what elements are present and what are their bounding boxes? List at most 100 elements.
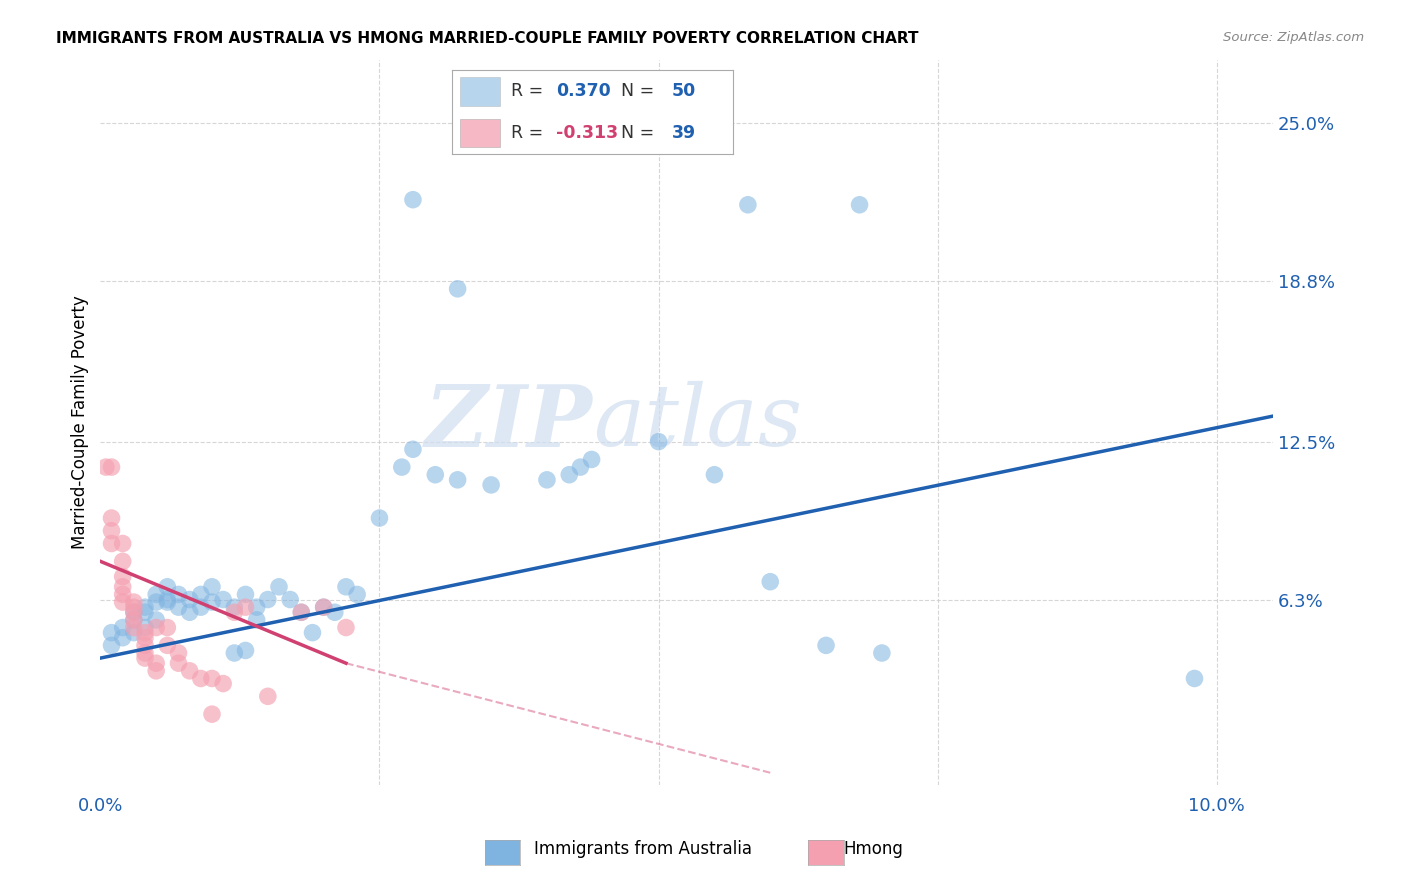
Point xyxy=(201,672,224,686)
Point xyxy=(224,600,246,615)
Text: ZIP: ZIP xyxy=(425,381,593,464)
Point xyxy=(122,621,145,635)
Point xyxy=(290,605,312,619)
Point xyxy=(100,639,122,653)
Point xyxy=(122,613,145,627)
Point xyxy=(267,580,290,594)
Point xyxy=(145,664,167,678)
Point xyxy=(156,592,179,607)
Text: Source: ZipAtlas.com: Source: ZipAtlas.com xyxy=(1223,31,1364,45)
Point xyxy=(145,613,167,627)
Point xyxy=(558,467,581,482)
Point xyxy=(536,473,558,487)
Point xyxy=(848,198,870,212)
Point xyxy=(290,605,312,619)
Point xyxy=(122,605,145,619)
Point xyxy=(446,282,468,296)
Point xyxy=(737,198,759,212)
Point xyxy=(134,621,156,635)
Point xyxy=(156,595,179,609)
Point xyxy=(122,600,145,615)
Point xyxy=(212,676,235,690)
Point xyxy=(815,639,838,653)
Point xyxy=(703,467,725,482)
Point xyxy=(122,595,145,609)
Point xyxy=(122,625,145,640)
Point xyxy=(235,600,257,615)
Point xyxy=(122,613,145,627)
Point xyxy=(111,536,134,550)
Point xyxy=(425,467,447,482)
Point xyxy=(346,587,368,601)
Text: atlas: atlas xyxy=(593,381,801,464)
Point xyxy=(156,639,179,653)
Point xyxy=(190,587,212,601)
Point xyxy=(134,631,156,645)
Point xyxy=(569,460,592,475)
Point xyxy=(167,646,190,660)
Point xyxy=(190,600,212,615)
Point xyxy=(312,600,335,615)
Point xyxy=(145,587,167,601)
Y-axis label: Married-Couple Family Poverty: Married-Couple Family Poverty xyxy=(72,295,89,549)
Text: Immigrants from Australia: Immigrants from Australia xyxy=(534,840,752,858)
Point xyxy=(201,595,224,609)
Point xyxy=(111,569,134,583)
Point xyxy=(179,605,201,619)
Point xyxy=(145,595,167,609)
Point xyxy=(335,580,357,594)
Point xyxy=(134,639,156,653)
Point xyxy=(323,605,346,619)
Point xyxy=(145,656,167,670)
Point xyxy=(235,643,257,657)
Text: Hmong: Hmong xyxy=(844,840,904,858)
Point xyxy=(100,460,122,475)
Point xyxy=(145,621,167,635)
Point xyxy=(111,554,134,568)
Point xyxy=(479,478,502,492)
Point xyxy=(111,631,134,645)
Point xyxy=(156,580,179,594)
Point xyxy=(312,600,335,615)
Point xyxy=(224,605,246,619)
Point xyxy=(111,595,134,609)
Point xyxy=(190,672,212,686)
Point xyxy=(134,625,156,640)
Point xyxy=(111,580,134,594)
Point xyxy=(1184,672,1206,686)
Point xyxy=(167,656,190,670)
Point xyxy=(759,574,782,589)
Point xyxy=(167,600,190,615)
Point xyxy=(100,625,122,640)
Point xyxy=(111,587,134,601)
Point xyxy=(179,664,201,678)
Point xyxy=(256,690,278,704)
Point xyxy=(224,646,246,660)
Point xyxy=(246,613,269,627)
Point xyxy=(167,587,190,601)
Point xyxy=(256,592,278,607)
Point xyxy=(278,592,301,607)
Point xyxy=(446,473,468,487)
Point xyxy=(100,524,122,538)
Point xyxy=(134,605,156,619)
Point xyxy=(179,592,201,607)
Point xyxy=(134,646,156,660)
Point xyxy=(201,707,224,722)
Point xyxy=(301,625,323,640)
Point xyxy=(402,442,425,457)
Text: IMMIGRANTS FROM AUSTRALIA VS HMONG MARRIED-COUPLE FAMILY POVERTY CORRELATION CHA: IMMIGRANTS FROM AUSTRALIA VS HMONG MARRI… xyxy=(56,31,918,46)
Point xyxy=(391,460,413,475)
Point xyxy=(100,511,122,525)
Point xyxy=(647,434,669,449)
Point xyxy=(156,621,179,635)
Point xyxy=(368,511,391,525)
Point xyxy=(122,605,145,619)
Point xyxy=(581,452,603,467)
Point xyxy=(212,592,235,607)
Point xyxy=(100,536,122,550)
Point xyxy=(870,646,893,660)
Point xyxy=(111,621,134,635)
Point xyxy=(235,587,257,601)
Point xyxy=(94,460,117,475)
